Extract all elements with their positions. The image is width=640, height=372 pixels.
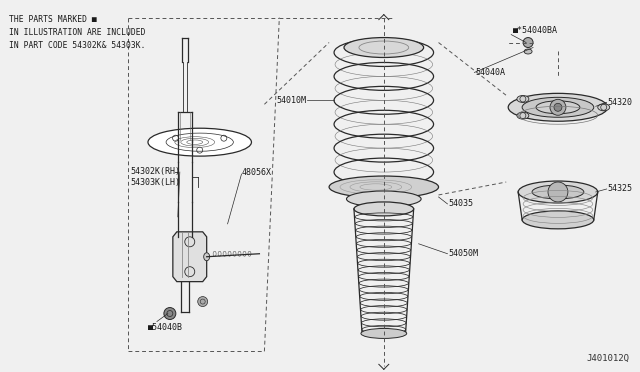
Ellipse shape [532,185,584,199]
Text: ■*54040BA: ■*54040BA [513,26,558,35]
Ellipse shape [361,328,406,339]
Circle shape [548,182,568,202]
Text: J401012Q: J401012Q [587,355,630,363]
Circle shape [523,38,533,48]
Ellipse shape [598,104,610,111]
Circle shape [198,296,207,307]
Ellipse shape [329,176,438,198]
Ellipse shape [508,93,608,121]
Circle shape [554,103,562,111]
Text: 54325: 54325 [608,185,633,193]
Ellipse shape [354,202,413,216]
Ellipse shape [204,253,210,261]
Ellipse shape [344,38,424,58]
Text: THE PARTS MARKED ■: THE PARTS MARKED ■ [9,15,97,24]
Text: IN PART CODE 54302K& 54303K.: IN PART CODE 54302K& 54303K. [9,41,145,49]
Polygon shape [173,232,207,282]
Circle shape [550,99,566,115]
Text: 48056X: 48056X [241,167,271,177]
Ellipse shape [346,191,421,207]
Ellipse shape [518,181,598,203]
Ellipse shape [524,49,532,54]
Ellipse shape [522,211,594,229]
Text: IN ILLUSTRATION ARE INCLUDED: IN ILLUSTRATION ARE INCLUDED [9,28,145,36]
Text: 54302K(RH)
54303K(LH): 54302K(RH) 54303K(LH) [130,167,180,187]
Text: 54035: 54035 [449,199,474,208]
Ellipse shape [536,101,580,114]
Text: 54050M: 54050M [449,249,479,258]
Text: 54040A: 54040A [476,68,506,77]
Ellipse shape [148,128,252,156]
Circle shape [164,308,176,320]
Ellipse shape [522,97,594,117]
Text: 54320: 54320 [608,98,633,107]
Ellipse shape [517,96,529,102]
Ellipse shape [517,112,529,119]
Text: 54010M: 54010M [276,96,306,105]
Text: ■54040B: ■54040B [148,323,183,332]
